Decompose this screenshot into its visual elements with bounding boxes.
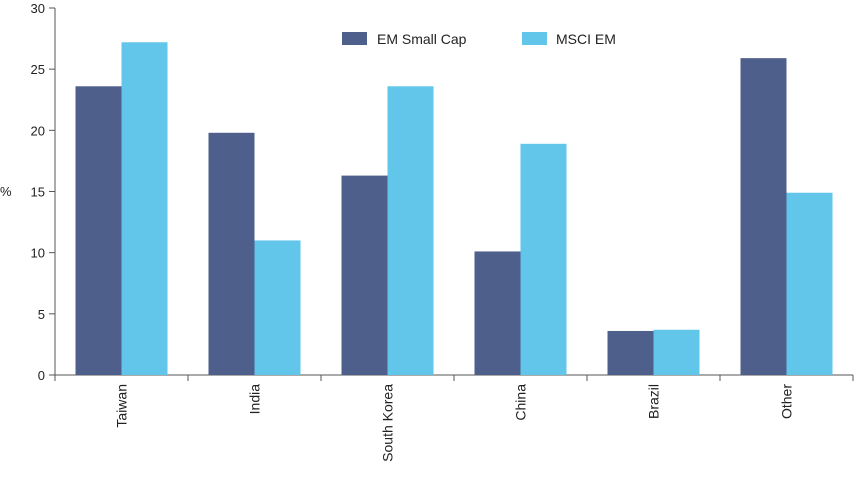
y-axis-title: %	[0, 184, 12, 199]
legend-label-msci-em: MSCI EM	[556, 31, 616, 47]
bars	[75, 42, 833, 376]
x-axis	[54, 374, 854, 381]
y-axis: 0 5 10 15 20 25 30	[31, 1, 56, 383]
bar-msci-em-brazil	[653, 329, 700, 375]
category-labels: Taiwan India South Korea China Brazil Other	[114, 384, 795, 462]
y-tick-label: 5	[38, 307, 45, 322]
category-label-taiwan: Taiwan	[114, 384, 130, 428]
y-tick-label: 25	[31, 62, 45, 77]
legend-swatch-em-small-cap	[342, 32, 367, 45]
y-tick-label: 15	[31, 185, 45, 200]
category-label-brazil: Brazil	[646, 384, 662, 419]
y-tick-label: 20	[31, 123, 45, 138]
bar-msci-em-china	[520, 143, 567, 375]
bar-em-small-cap-taiwan	[75, 86, 122, 375]
category-label-india: India	[247, 384, 263, 415]
bar-em-small-cap-south-korea	[341, 175, 388, 375]
y-tick-label: 30	[31, 1, 45, 16]
bar-em-small-cap-india	[208, 132, 255, 375]
legend: EM Small Cap MSCI EM	[342, 31, 616, 47]
bar-msci-em-south-korea	[387, 86, 434, 375]
y-tick-label: 0	[38, 368, 45, 383]
legend-label-em-small-cap: EM Small Cap	[377, 31, 467, 47]
bar-msci-em-taiwan	[121, 42, 168, 376]
bar-em-small-cap-brazil	[607, 330, 654, 375]
legend-swatch-msci-em	[522, 32, 547, 45]
bar-msci-em-other	[786, 192, 833, 375]
bar-msci-em-india	[254, 240, 301, 375]
bar-em-small-cap-other	[740, 58, 787, 375]
y-tick-label: 10	[31, 246, 45, 261]
category-label-china: China	[513, 384, 529, 421]
category-label-south-korea: South Korea	[380, 384, 396, 462]
category-label-other: Other	[779, 384, 795, 419]
bar-em-small-cap-china	[474, 251, 521, 375]
